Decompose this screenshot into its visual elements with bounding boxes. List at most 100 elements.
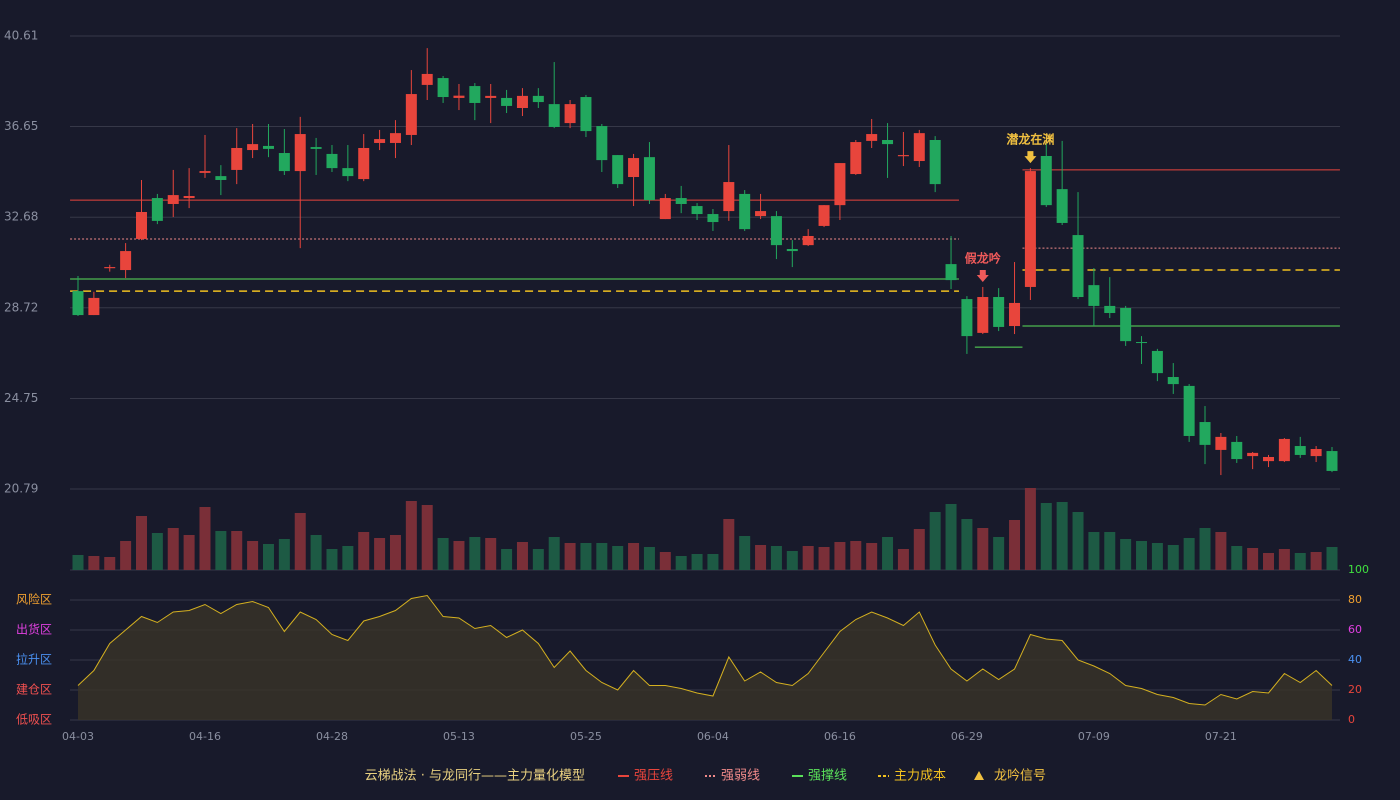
volume-bar <box>247 541 259 570</box>
volume-bar <box>1040 503 1052 570</box>
volume-bar <box>485 538 497 570</box>
zone-label: 拉升区 <box>16 652 52 667</box>
x-tick-label: 06-29 <box>951 730 983 743</box>
candle-body <box>945 264 957 281</box>
candle-body <box>247 144 259 151</box>
candle-body <box>151 198 163 221</box>
volume-bar <box>326 549 338 570</box>
candle-body <box>358 147 370 180</box>
candle-body <box>72 291 84 316</box>
volume-bar <box>1326 547 1338 570</box>
volume-bar <box>1278 549 1290 570</box>
y-tick-label: 36.65 <box>4 119 38 133</box>
volume-bar <box>1024 488 1036 570</box>
candle-body <box>1215 436 1227 450</box>
candle-body <box>104 267 116 269</box>
candle-body <box>993 297 1005 327</box>
volume-bar <box>135 516 147 570</box>
volume-bar <box>405 501 417 570</box>
volume-bar <box>294 513 306 570</box>
x-tick-label: 05-25 <box>570 730 602 743</box>
volume-bar <box>1310 552 1322 570</box>
volume-bar <box>929 512 941 570</box>
volume-bar <box>358 532 370 570</box>
volume-bar <box>1167 545 1179 570</box>
candle-body <box>1167 377 1179 385</box>
candle-body <box>326 153 338 169</box>
volume-bar <box>310 535 322 570</box>
volume-bar <box>88 556 100 570</box>
x-tick-label: 04-03 <box>62 730 94 743</box>
volume-bar <box>501 549 513 570</box>
candle-body <box>88 297 100 316</box>
x-tick-label: 05-13 <box>443 730 475 743</box>
candle-body <box>596 126 608 161</box>
y-tick-label: 24.75 <box>4 391 38 405</box>
osc-tick-label: 20 <box>1348 683 1362 696</box>
candle-body <box>739 193 751 230</box>
candle-body <box>1120 307 1132 342</box>
candle-body <box>1088 285 1100 306</box>
volume-bar <box>691 554 703 570</box>
volume-bar <box>532 549 544 570</box>
candle-body <box>802 235 814 246</box>
candle-body <box>723 182 735 212</box>
volume-bar <box>913 529 925 570</box>
volume-bar <box>770 546 782 570</box>
volume-bar <box>262 544 274 570</box>
volume-bar <box>1009 520 1021 570</box>
y-tick-label: 32.68 <box>4 210 38 224</box>
candle-body <box>1136 342 1148 344</box>
candle-body <box>882 139 894 145</box>
volume-bar <box>231 531 243 570</box>
volume-bar <box>707 554 719 570</box>
volume-bar <box>961 519 973 570</box>
volume-bar <box>183 535 195 570</box>
candle-body <box>1040 155 1052 206</box>
x-tick-label: 04-28 <box>316 730 348 743</box>
volume-bar <box>437 538 449 570</box>
legend-label: 主力成本 <box>894 769 946 784</box>
candle-body <box>1104 305 1116 314</box>
candle-body <box>167 195 179 204</box>
candle-body <box>262 145 274 149</box>
volume-bar <box>882 537 894 570</box>
osc-line <box>77 594 1333 706</box>
volume-bar <box>866 543 878 570</box>
volume-bar <box>167 528 179 570</box>
volume-bar <box>612 546 624 570</box>
candle-body <box>453 95 465 98</box>
volume-bar <box>643 547 655 570</box>
candle-body <box>135 211 147 239</box>
volume-bar <box>755 545 767 570</box>
candle-body <box>310 147 322 149</box>
x-tick-label: 06-04 <box>697 730 729 743</box>
osc-tick-label: 0 <box>1348 713 1355 726</box>
candle-body <box>659 198 671 220</box>
x-tick-label: 07-21 <box>1205 730 1237 743</box>
volume-bar <box>977 528 989 570</box>
candle-body <box>183 195 195 199</box>
candle-body <box>1326 451 1338 471</box>
volume-bar <box>628 543 640 570</box>
volume-bar <box>739 536 751 570</box>
volume-bar <box>1072 512 1084 570</box>
candle-body <box>199 171 211 173</box>
candle-body <box>1278 438 1290 462</box>
signal-label: 假龙吟 <box>965 250 1001 265</box>
volume-bar <box>1247 548 1259 570</box>
candle-body <box>707 214 719 223</box>
candle-body <box>1024 171 1036 287</box>
candle-body <box>786 249 798 252</box>
volume-bar <box>1263 553 1275 570</box>
candle-body <box>1056 189 1068 223</box>
candle-body <box>532 95 544 103</box>
volume-bar <box>72 555 84 570</box>
candle-body <box>929 139 941 185</box>
candle-body <box>850 142 862 175</box>
volume-bar <box>675 556 687 570</box>
volume-bar <box>564 543 576 570</box>
volume-bar <box>453 541 465 570</box>
candle-body <box>485 95 497 98</box>
legend-label: 强撑线 <box>808 769 847 784</box>
